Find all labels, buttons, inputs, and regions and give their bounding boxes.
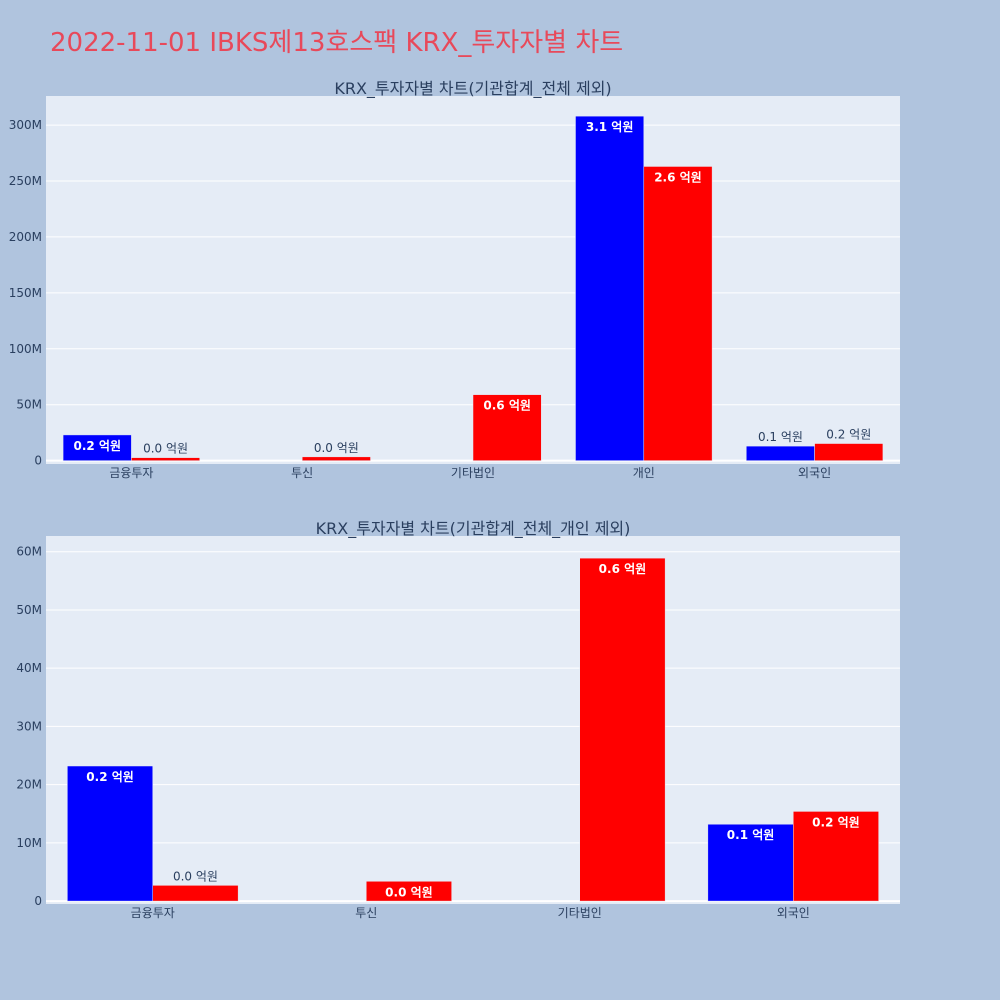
x-tick-label: 기타법인	[558, 906, 602, 920]
y-tick-label: 300M	[9, 118, 42, 132]
bar	[131, 457, 200, 461]
x-tick-label: 투신	[355, 906, 377, 920]
y-tick-label: 0	[34, 454, 42, 468]
x-tick-label: 금융투자	[109, 466, 153, 480]
bar	[152, 885, 239, 902]
data-label: 3.1 억원	[586, 120, 634, 134]
data-label: 0.0 억원	[143, 442, 188, 456]
bar	[793, 811, 879, 902]
bar	[643, 166, 713, 461]
data-label: 0.2 억원	[812, 815, 860, 829]
y-tick-label: 0	[34, 894, 42, 908]
y-tick-label: 10M	[16, 836, 42, 850]
y-tick-label: 50M	[16, 603, 42, 617]
x-tick-label: 기타법인	[451, 466, 495, 480]
x-tick-label: 외국인	[777, 906, 810, 920]
chart-title-bottom: KRX_투자자별 차트(기관합계_전체_개인 제외)	[316, 519, 631, 539]
data-label: 0.0 억원	[173, 869, 218, 883]
bar	[575, 115, 645, 461]
bar	[472, 394, 542, 461]
y-tick-label: 30M	[16, 719, 42, 733]
data-label: 0.2 억원	[86, 770, 134, 784]
data-label: 0.1 억원	[727, 828, 775, 842]
y-tick-label: 150M	[9, 286, 42, 300]
data-label: 0.6 억원	[483, 399, 531, 413]
bar	[814, 443, 884, 461]
bar	[62, 434, 132, 461]
y-tick-label: 50M	[16, 398, 42, 412]
data-label: 0.0 억원	[314, 441, 359, 455]
data-label: 0.0 억원	[385, 885, 433, 899]
page-title: 2022-11-01 IBKS제13호스팩 KRX_투자자별 차트	[50, 28, 624, 58]
data-label: 0.2 억원	[73, 439, 121, 453]
bar	[707, 823, 794, 902]
data-label: 0.2 억원	[826, 428, 871, 442]
chart-top: 0 50M 100M 150M 200M 250M 300M KRX_투자자별 차트(기관합계…	[9, 79, 900, 480]
y-tick-label: 20M	[16, 778, 42, 792]
x-tick-label: 개인	[633, 466, 655, 480]
bar	[301, 456, 371, 461]
y-tick-label: 40M	[16, 661, 42, 675]
x-tick-label: 외국인	[798, 466, 831, 480]
y-tick-label: 250M	[9, 174, 42, 188]
bar	[579, 557, 666, 902]
x-tick-label: 투신	[291, 466, 313, 480]
bar	[67, 765, 153, 902]
x-tick-label: 금융투자	[131, 906, 175, 920]
y-tick-label: 100M	[9, 342, 42, 356]
data-label: 0.6 억원	[599, 562, 647, 576]
chart-title-top: KRX_투자자별 차트(기관합계_전체 제외)	[334, 79, 611, 99]
y-tick-label: 60M	[16, 545, 42, 559]
data-label: 0.1 억원	[758, 430, 803, 444]
data-label: 2.6 억원	[654, 170, 702, 184]
y-tick-label: 200M	[9, 230, 42, 244]
bar	[366, 881, 452, 902]
